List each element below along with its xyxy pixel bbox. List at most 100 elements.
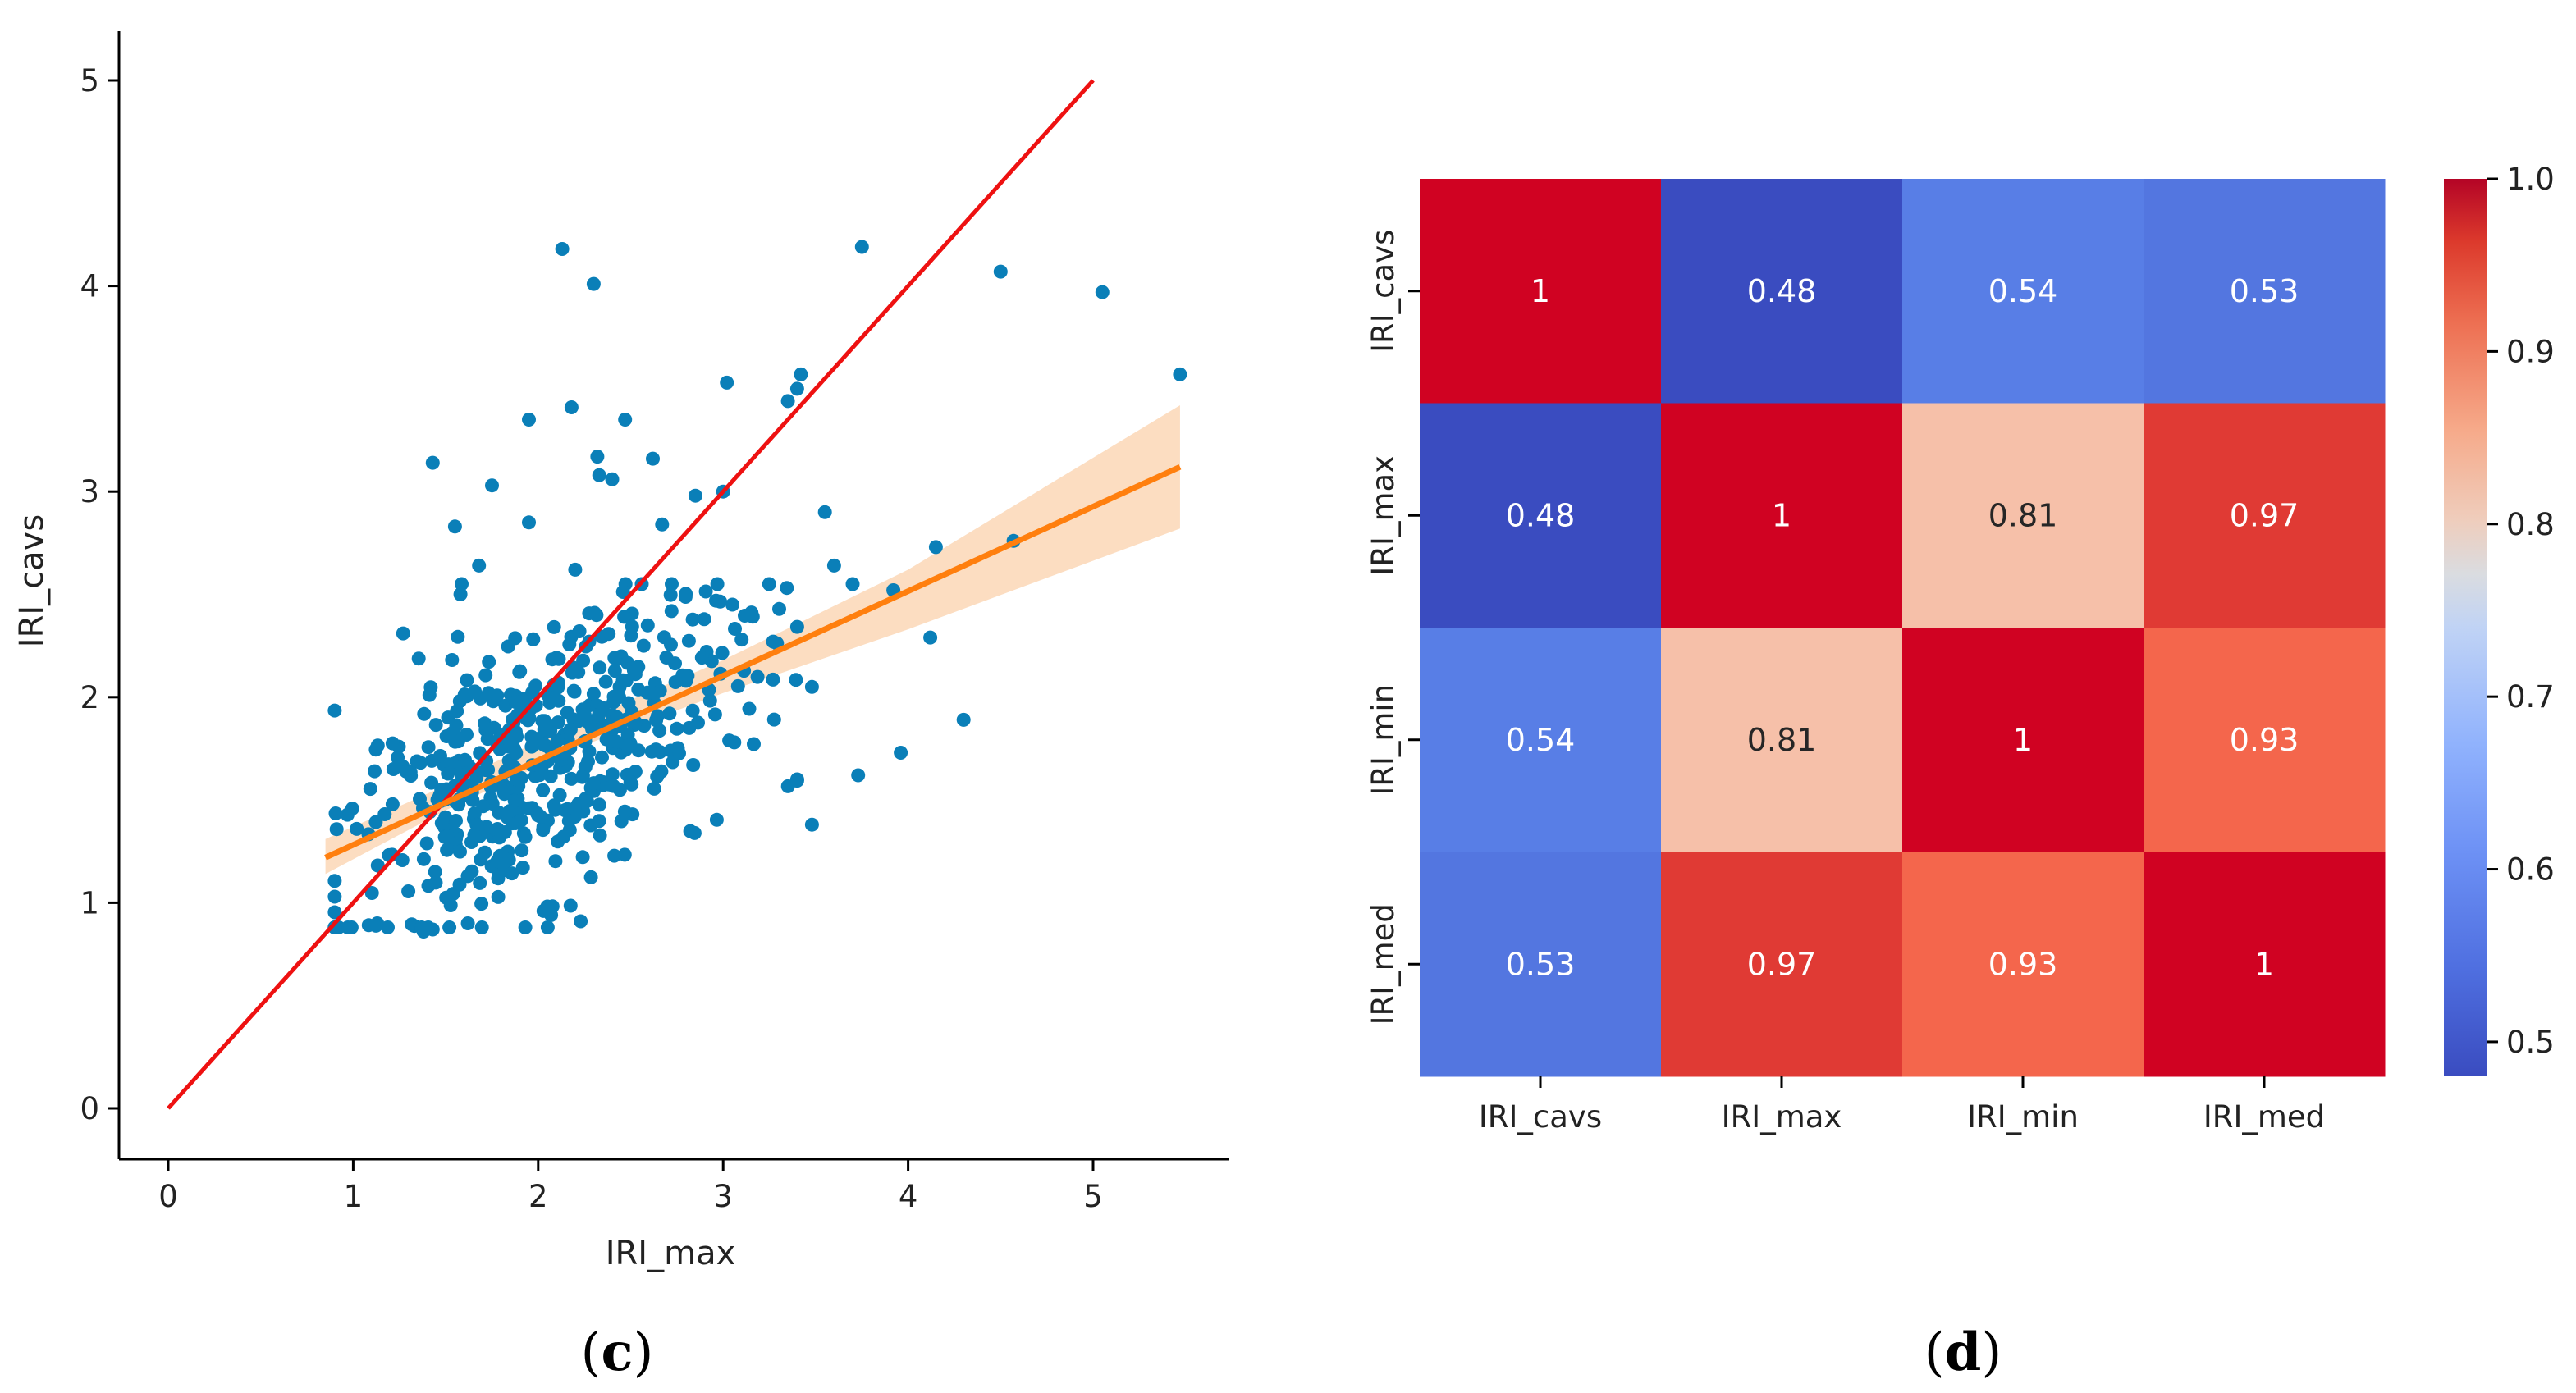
scatter-point bbox=[665, 577, 679, 591]
scatter-point bbox=[715, 646, 730, 660]
scatter-point bbox=[554, 752, 568, 767]
heatmap-column-label: IRI_cavs bbox=[1479, 1099, 1602, 1135]
scatter-point bbox=[469, 817, 484, 832]
scatter-point bbox=[417, 706, 432, 721]
scatter-point bbox=[478, 668, 493, 683]
scatter-point bbox=[923, 630, 938, 645]
scatter-point bbox=[587, 605, 602, 620]
scatter-point bbox=[564, 771, 579, 786]
scatter-point bbox=[710, 577, 725, 591]
heatmap-row-label: IRI_min bbox=[1366, 684, 1401, 796]
scatter-point bbox=[664, 637, 678, 652]
colorbar: 0.5 0.6 0.7 0.8 0.9 1.0 bbox=[2444, 162, 2555, 1076]
scatter-point bbox=[538, 714, 551, 728]
scatter-point bbox=[543, 769, 558, 783]
scatter-point bbox=[631, 682, 646, 696]
scatter-point bbox=[730, 678, 745, 693]
scatter-point bbox=[549, 651, 564, 665]
scatter-point bbox=[490, 854, 505, 869]
scatter-point bbox=[762, 577, 776, 591]
heatmap-cell bbox=[1661, 403, 1903, 628]
heatmap-cell-label: 1 bbox=[2013, 722, 2033, 758]
colorbar-tick-label: 0.5 bbox=[2506, 1025, 2555, 1060]
scatter-point bbox=[528, 678, 543, 693]
scatter-point bbox=[526, 632, 541, 646]
scatter-point bbox=[395, 853, 410, 867]
heatmap-cell-label: 0.93 bbox=[1988, 946, 2058, 982]
caption-d-open: ( bbox=[1924, 1322, 1945, 1383]
scatter-point bbox=[617, 847, 632, 862]
scatter-point bbox=[411, 651, 426, 666]
scatter-point bbox=[567, 684, 582, 699]
scatter-point bbox=[605, 767, 620, 782]
scatter-point bbox=[536, 903, 551, 918]
scatter-point bbox=[442, 920, 457, 934]
scatter-point bbox=[440, 829, 455, 844]
scatter-point bbox=[646, 451, 660, 466]
heatmap-cell-labels: 1 0.48 0.54 0.53 0.48 1 0.81 0.97 0.54 0.81 1 0.93 0… bbox=[1506, 273, 2299, 983]
scatter-point bbox=[579, 794, 593, 809]
scatter-point bbox=[668, 656, 682, 671]
scatter-point bbox=[474, 897, 489, 911]
scatter-point bbox=[598, 674, 613, 689]
scatter-point bbox=[364, 886, 379, 900]
scatter-point bbox=[428, 875, 443, 890]
scatter-point bbox=[368, 815, 383, 829]
scatter-point bbox=[490, 822, 505, 836]
scatter-point bbox=[631, 743, 646, 758]
caption-d-close: ) bbox=[1981, 1322, 2002, 1383]
scatter-point bbox=[440, 843, 455, 857]
scatter-point bbox=[605, 472, 620, 486]
scatter-point bbox=[474, 920, 489, 934]
scatter-point bbox=[728, 622, 742, 636]
scatter-point bbox=[345, 802, 359, 816]
scatter-point bbox=[562, 637, 577, 651]
scatter-point bbox=[707, 707, 722, 722]
scatter-point bbox=[650, 770, 665, 784]
scatter-point bbox=[344, 920, 359, 934]
scatter-point bbox=[452, 877, 467, 892]
scatter-point bbox=[428, 718, 443, 733]
scatter-point bbox=[529, 806, 544, 820]
heatmap-cell-label: 0.93 bbox=[2230, 722, 2299, 758]
caption-c: (c) bbox=[581, 1322, 654, 1383]
scatter-point bbox=[536, 783, 551, 797]
scatter-point bbox=[593, 828, 607, 843]
colorbar-ticks: 0.5 0.6 0.7 0.8 0.9 1.0 bbox=[2487, 162, 2555, 1060]
scatter-point bbox=[682, 720, 697, 735]
scatter-point bbox=[441, 766, 455, 781]
scatter-point bbox=[845, 577, 860, 591]
scatter-point bbox=[720, 375, 734, 390]
scatter-point bbox=[766, 712, 781, 727]
scatter-point bbox=[460, 916, 475, 930]
scatter-point bbox=[425, 455, 440, 470]
scatter-point bbox=[368, 764, 382, 779]
scatter-point bbox=[804, 679, 819, 694]
scatter-point bbox=[583, 818, 598, 833]
heatmap-cells bbox=[1420, 179, 2386, 1077]
scatter-point bbox=[571, 665, 586, 679]
caption-c-close: ) bbox=[633, 1322, 653, 1383]
scatter-point bbox=[327, 905, 342, 920]
scatter-point bbox=[577, 707, 592, 722]
scatter-point bbox=[391, 751, 405, 765]
colorbar-gradient bbox=[2444, 179, 2487, 1076]
scatter-point bbox=[725, 597, 739, 612]
scatter-point bbox=[612, 690, 626, 705]
scatter-point bbox=[789, 774, 804, 788]
scatter-point bbox=[524, 729, 539, 744]
colorbar-tick-label: 0.6 bbox=[2506, 852, 2555, 888]
scatter-point bbox=[750, 669, 765, 684]
scatter-point bbox=[368, 742, 383, 757]
heatmap-panel: 1 0.48 0.54 0.530.48 1 0.81 0.970.54 0.81 1 0.930… bbox=[1366, 162, 2555, 1383]
scatter-point bbox=[536, 737, 551, 751]
scatter-point bbox=[522, 413, 536, 427]
scatter-point bbox=[623, 774, 638, 789]
heatmap-cell-label: 1 bbox=[1772, 497, 1791, 533]
heatmap-cell-label: 0.48 bbox=[1506, 497, 1576, 533]
scatter-point bbox=[618, 413, 633, 427]
scatter-point bbox=[607, 848, 622, 863]
scatter-point bbox=[607, 651, 622, 665]
scatter-point bbox=[587, 776, 601, 791]
